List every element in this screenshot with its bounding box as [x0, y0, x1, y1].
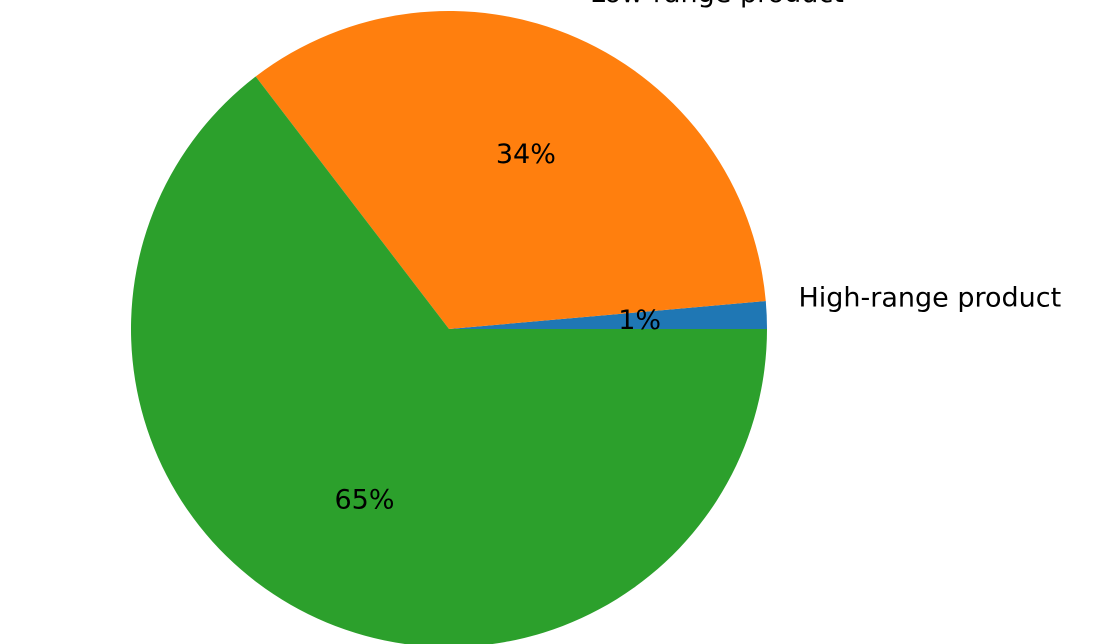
pie-pct-label: 65% — [335, 485, 395, 516]
pie-labels: 1% High-range product 34% Low-range product… — [45, 0, 1061, 644]
pie-pct-label: 1% — [618, 305, 661, 336]
pie-slice-low-range-product — [255, 11, 766, 329]
pie-slice-high-range-product — [449, 301, 767, 329]
pie-slice-mid-range-product — [131, 76, 767, 644]
pie-category-label: Low-range product — [590, 0, 844, 9]
pie-slices — [131, 11, 767, 644]
pie-category-label: High-range product — [798, 283, 1061, 314]
pie-pct-label: 34% — [496, 139, 556, 170]
pie-category-label: Mid-range product — [45, 643, 294, 644]
